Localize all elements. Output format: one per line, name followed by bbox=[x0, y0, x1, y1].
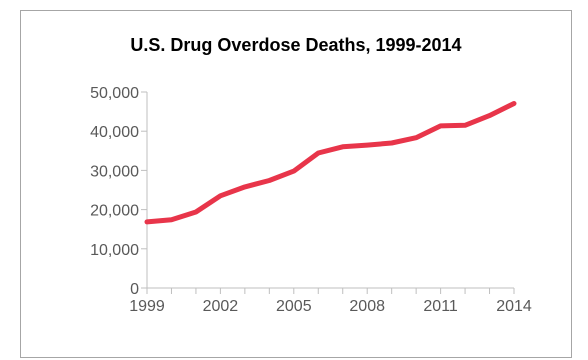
y-axis: 0 10,000 20,000 30,000 40,000 50,000 bbox=[90, 85, 148, 298]
x-tick-label: 2008 bbox=[349, 298, 385, 315]
series-line bbox=[144, 101, 517, 225]
x-tick-label: 2005 bbox=[276, 298, 312, 315]
y-tick-label: 50,000 bbox=[90, 85, 139, 102]
y-tick-label: 40,000 bbox=[90, 124, 139, 141]
y-tick-label: 30,000 bbox=[90, 163, 139, 180]
y-tick-label: 10,000 bbox=[90, 242, 139, 259]
x-tick-label: 2014 bbox=[496, 298, 532, 315]
chart-title: U.S. Drug Overdose Deaths, 1999-2014 bbox=[130, 35, 462, 55]
x-tick-label: 2011 bbox=[423, 298, 458, 315]
x-axis: 1999 2002 2005 2008 2011 2014 bbox=[129, 287, 532, 315]
series-group bbox=[144, 101, 517, 225]
x-tick-label: 2002 bbox=[203, 298, 239, 315]
x-tick-label: 1999 bbox=[129, 298, 165, 315]
y-tick-label: 0 bbox=[130, 281, 139, 298]
chart-frame: U.S. Drug Overdose Deaths, 1999-2014 bbox=[20, 10, 572, 358]
y-tick-label: 20,000 bbox=[90, 203, 139, 220]
